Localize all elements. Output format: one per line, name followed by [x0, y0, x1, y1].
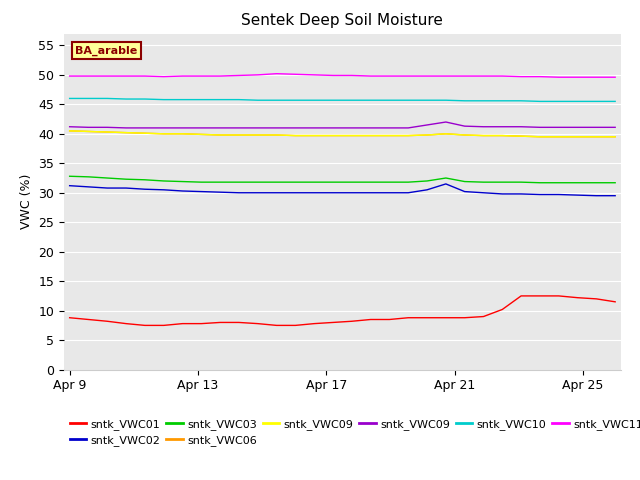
Legend: sntk_VWC01, sntk_VWC02, sntk_VWC03, sntk_VWC06, sntk_VWC09, sntk_VWC09, sntk_VWC: sntk_VWC01, sntk_VWC02, sntk_VWC03, sntk… [70, 419, 640, 446]
Title: Sentek Deep Soil Moisture: Sentek Deep Soil Moisture [241, 13, 444, 28]
Text: BA_arable: BA_arable [75, 46, 138, 56]
Y-axis label: VWC (%): VWC (%) [20, 174, 33, 229]
